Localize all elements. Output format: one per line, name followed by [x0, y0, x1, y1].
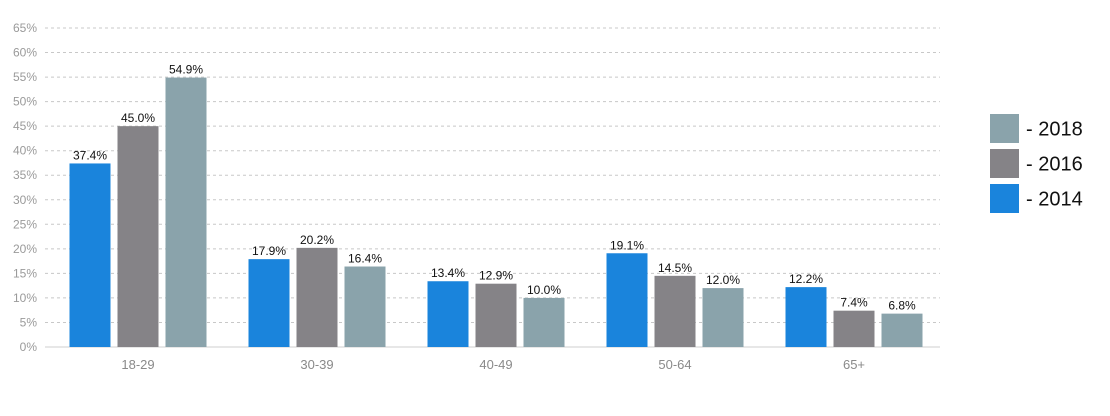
bar — [344, 266, 386, 347]
bar — [606, 253, 648, 347]
bar — [296, 247, 338, 347]
x-tick-label: 50-64 — [658, 357, 691, 372]
y-axis-tick-labels: 0% 5% 10% 15% 20% 25% 30% 35% 40% 45% 50% 55% 60% 65% — [13, 21, 37, 354]
legend-swatch — [990, 114, 1019, 143]
bar-value-labels: 37.4% 45.0% 54.9% 17.9% 20.2% 16.4% 13.4% 12.9%… — [73, 63, 916, 313]
bar — [165, 77, 207, 348]
x-tick-label: 30-39 — [300, 357, 333, 372]
y-tick-label: 10% — [13, 291, 37, 305]
y-tick-label: 5% — [20, 315, 38, 329]
bar-value-label: 19.1% — [610, 238, 644, 252]
bar-value-label: 37.4% — [73, 148, 107, 162]
y-tick-label: 0% — [20, 340, 38, 354]
legend-label: - 2016 — [1026, 154, 1083, 176]
legend-label: - 2018 — [1026, 119, 1083, 141]
y-tick-label: 15% — [13, 266, 37, 280]
bar — [833, 310, 875, 347]
bar-value-label: 16.4% — [348, 252, 382, 266]
bar-value-label: 14.5% — [658, 261, 692, 275]
y-tick-label: 65% — [13, 21, 37, 35]
bar-value-label: 13.4% — [431, 266, 465, 280]
bar-value-label: 6.8% — [888, 299, 916, 313]
bar — [881, 313, 923, 347]
legend-swatch — [990, 184, 1019, 213]
legend: - 2018 - 2016 - 2014 — [990, 114, 1083, 213]
bar-value-label: 7.4% — [840, 296, 868, 310]
y-tick-label: 40% — [13, 144, 37, 158]
x-tick-label: 40-49 — [479, 357, 512, 372]
bar-value-label: 12.0% — [706, 273, 740, 287]
bar-value-label: 17.9% — [252, 244, 286, 258]
bar — [427, 281, 469, 347]
bar-value-label: 12.9% — [479, 269, 513, 283]
y-tick-label: 45% — [13, 119, 37, 133]
legend-label: - 2014 — [1026, 189, 1083, 211]
bar — [248, 259, 290, 347]
y-tick-label: 50% — [13, 95, 37, 109]
legend-swatch — [990, 149, 1019, 178]
y-tick-label: 55% — [13, 70, 37, 84]
bar-value-label: 54.9% — [169, 63, 203, 77]
bar-value-label: 12.2% — [789, 272, 823, 286]
y-tick-label: 20% — [13, 242, 37, 256]
bars — [69, 77, 923, 348]
y-tick-label: 35% — [13, 168, 37, 182]
bar — [785, 287, 827, 347]
bar-value-label: 45.0% — [121, 111, 155, 125]
bar — [475, 283, 517, 347]
x-axis-category-labels: 18-29 30-39 40-49 50-64 65+ — [121, 357, 865, 372]
bar — [702, 288, 744, 347]
bar-value-label: 10.0% — [527, 283, 561, 297]
y-tick-label: 60% — [13, 46, 37, 60]
x-tick-label: 65+ — [843, 357, 865, 372]
bar — [117, 126, 159, 348]
x-tick-label: 18-29 — [121, 357, 154, 372]
bar — [654, 275, 696, 347]
y-tick-label: 25% — [13, 217, 37, 231]
bar — [69, 163, 111, 347]
bar — [523, 297, 565, 347]
y-tick-label: 30% — [13, 193, 37, 207]
bar-value-label: 20.2% — [300, 233, 334, 247]
